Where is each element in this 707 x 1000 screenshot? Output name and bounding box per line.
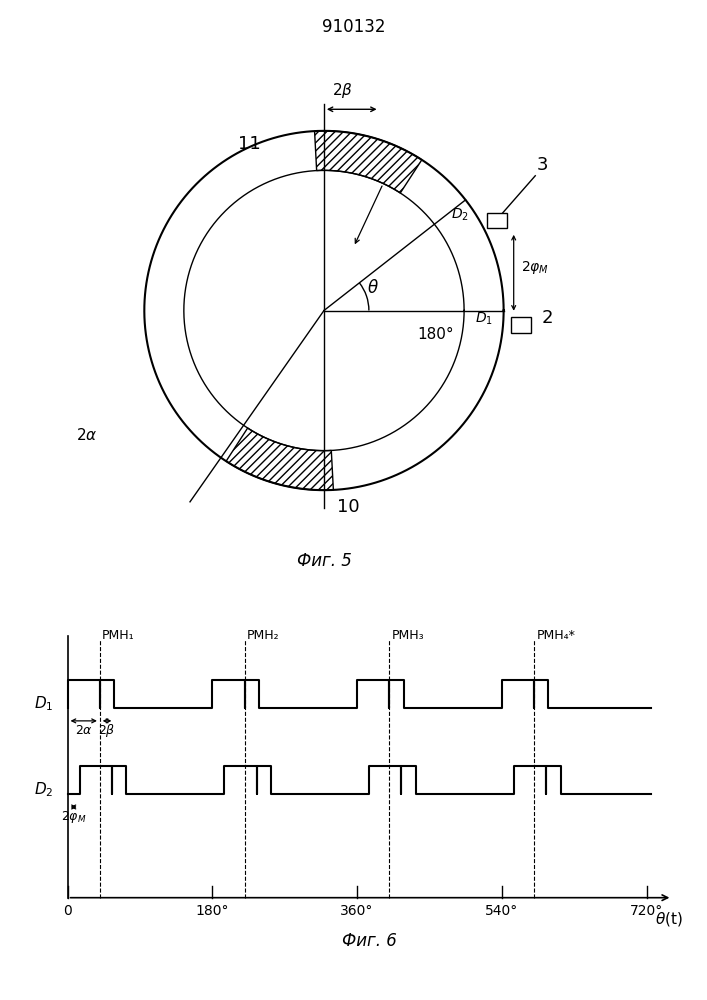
Text: PMH₄*: PMH₄*: [537, 629, 575, 642]
Text: 2$\beta$: 2$\beta$: [332, 81, 354, 100]
Polygon shape: [226, 428, 334, 490]
Text: 910132: 910132: [322, 18, 385, 36]
Text: 10: 10: [337, 498, 359, 516]
Text: Фиг. 6: Фиг. 6: [341, 932, 397, 950]
Text: PMH₁: PMH₁: [103, 629, 135, 642]
Text: $D_2$: $D_2$: [451, 207, 469, 223]
Text: 2$\alpha$: 2$\alpha$: [76, 427, 98, 443]
Text: 3: 3: [537, 156, 549, 174]
Bar: [511, 317, 530, 333]
Polygon shape: [315, 131, 422, 193]
Text: PMH₃: PMH₃: [392, 629, 424, 642]
Text: 360°: 360°: [340, 904, 374, 918]
Text: 2$\varphi_M$: 2$\varphi_M$: [61, 809, 86, 825]
Text: 11: 11: [238, 135, 260, 153]
Text: 180°: 180°: [417, 327, 454, 342]
Text: 180°: 180°: [196, 904, 229, 918]
Text: $\theta$: $\theta$: [367, 279, 379, 297]
Text: $D_1$: $D_1$: [34, 694, 53, 713]
Text: $D_1$: $D_1$: [475, 311, 493, 327]
Text: 2$\alpha$: 2$\alpha$: [75, 724, 93, 737]
Bar: [486, 213, 506, 228]
Text: Фиг. 5: Фиг. 5: [296, 552, 351, 570]
Text: $\theta$(t): $\theta$(t): [655, 910, 683, 928]
Text: 2: 2: [542, 309, 553, 327]
Text: 2$\varphi_M$: 2$\varphi_M$: [521, 259, 549, 276]
Text: 540°: 540°: [485, 904, 518, 918]
Text: 720°: 720°: [630, 904, 663, 918]
Text: 2$\beta$: 2$\beta$: [98, 722, 116, 739]
Text: PMH₂: PMH₂: [247, 629, 279, 642]
Text: $D_2$: $D_2$: [34, 780, 53, 799]
Text: 0: 0: [63, 904, 72, 918]
